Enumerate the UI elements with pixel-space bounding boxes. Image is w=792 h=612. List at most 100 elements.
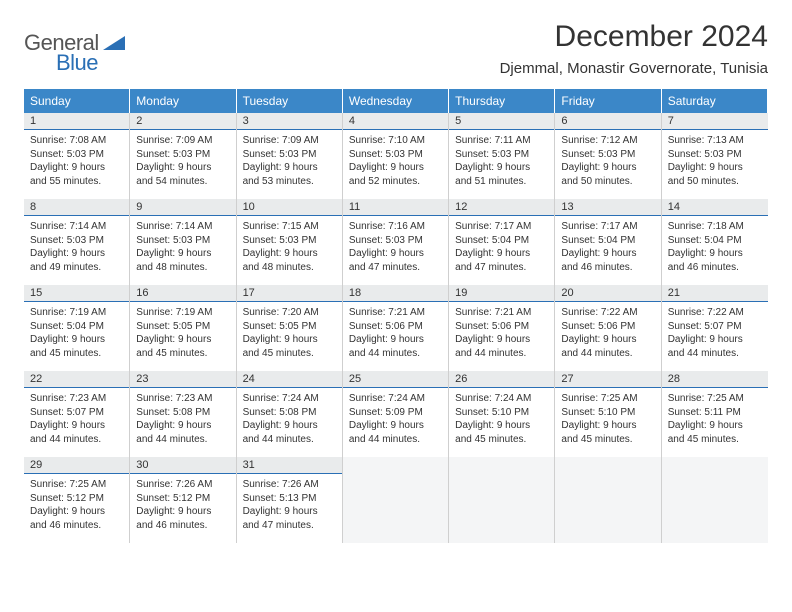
day-details: Sunrise: 7:23 AMSunset: 5:07 PMDaylight:… xyxy=(24,388,129,454)
daylight-line: Daylight: 9 hours and 54 minutes. xyxy=(136,161,229,188)
day-details: Sunrise: 7:17 AMSunset: 5:04 PMDaylight:… xyxy=(555,216,660,282)
day-details: Sunrise: 7:09 AMSunset: 5:03 PMDaylight:… xyxy=(237,130,342,196)
sunset-line: Sunset: 5:05 PM xyxy=(136,320,229,334)
daylight-line: Daylight: 9 hours and 45 minutes. xyxy=(668,419,762,446)
day-number: 8 xyxy=(24,199,129,216)
day-header-thursday: Thursday xyxy=(449,89,555,113)
day-details: Sunrise: 7:08 AMSunset: 5:03 PMDaylight:… xyxy=(24,130,129,196)
sunrise-line: Sunrise: 7:15 AM xyxy=(243,220,336,234)
daylight-line: Daylight: 9 hours and 44 minutes. xyxy=(30,419,123,446)
calendar-cell: 13Sunrise: 7:17 AMSunset: 5:04 PMDayligh… xyxy=(555,199,661,285)
sunset-line: Sunset: 5:08 PM xyxy=(243,406,336,420)
day-details: Sunrise: 7:17 AMSunset: 5:04 PMDaylight:… xyxy=(449,216,554,282)
sunset-line: Sunset: 5:03 PM xyxy=(349,148,442,162)
daylight-line: Daylight: 9 hours and 45 minutes. xyxy=(243,333,336,360)
calendar-cell: 26Sunrise: 7:24 AMSunset: 5:10 PMDayligh… xyxy=(449,371,555,457)
day-details: Sunrise: 7:24 AMSunset: 5:08 PMDaylight:… xyxy=(237,388,342,454)
sunset-line: Sunset: 5:07 PM xyxy=(30,406,123,420)
day-number: 18 xyxy=(343,285,448,302)
day-number: 12 xyxy=(449,199,554,216)
sunset-line: Sunset: 5:10 PM xyxy=(561,406,654,420)
daylight-line: Daylight: 9 hours and 51 minutes. xyxy=(455,161,548,188)
calendar-cell: 17Sunrise: 7:20 AMSunset: 5:05 PMDayligh… xyxy=(237,285,343,371)
calendar-cell: 18Sunrise: 7:21 AMSunset: 5:06 PMDayligh… xyxy=(343,285,449,371)
sunrise-line: Sunrise: 7:19 AM xyxy=(136,306,229,320)
day-number: 2 xyxy=(130,113,235,130)
sunrise-line: Sunrise: 7:21 AM xyxy=(349,306,442,320)
day-details: Sunrise: 7:12 AMSunset: 5:03 PMDaylight:… xyxy=(555,130,660,196)
calendar-cell: 27Sunrise: 7:25 AMSunset: 5:10 PMDayligh… xyxy=(555,371,661,457)
calendar-cell: 25Sunrise: 7:24 AMSunset: 5:09 PMDayligh… xyxy=(343,371,449,457)
calendar-cell: 20Sunrise: 7:22 AMSunset: 5:06 PMDayligh… xyxy=(555,285,661,371)
daylight-line: Daylight: 9 hours and 44 minutes. xyxy=(561,333,654,360)
sunset-line: Sunset: 5:03 PM xyxy=(455,148,548,162)
sunset-line: Sunset: 5:12 PM xyxy=(30,492,123,506)
month-title: December 2024 xyxy=(500,20,768,54)
calendar-cell: 10Sunrise: 7:15 AMSunset: 5:03 PMDayligh… xyxy=(237,199,343,285)
calendar-cell: 14Sunrise: 7:18 AMSunset: 5:04 PMDayligh… xyxy=(662,199,768,285)
day-number: 19 xyxy=(449,285,554,302)
calendar-cell: 4Sunrise: 7:10 AMSunset: 5:03 PMDaylight… xyxy=(343,113,449,199)
logo: General Blue xyxy=(24,20,125,56)
sunrise-line: Sunrise: 7:23 AM xyxy=(30,392,123,406)
sunrise-line: Sunrise: 7:25 AM xyxy=(668,392,762,406)
day-header-saturday: Saturday xyxy=(662,89,768,113)
daylight-line: Daylight: 9 hours and 45 minutes. xyxy=(30,333,123,360)
day-number: 20 xyxy=(555,285,660,302)
calendar-cell: 30Sunrise: 7:26 AMSunset: 5:12 PMDayligh… xyxy=(130,457,236,543)
daylight-line: Daylight: 9 hours and 44 minutes. xyxy=(243,419,336,446)
calendar-cell: 29Sunrise: 7:25 AMSunset: 5:12 PMDayligh… xyxy=(24,457,130,543)
day-number: 15 xyxy=(24,285,129,302)
empty-cell xyxy=(662,457,768,543)
calendar-cell: 31Sunrise: 7:26 AMSunset: 5:13 PMDayligh… xyxy=(237,457,343,543)
day-header-monday: Monday xyxy=(130,89,236,113)
empty-cell xyxy=(555,457,661,543)
daylight-line: Daylight: 9 hours and 47 minutes. xyxy=(455,247,548,274)
sunrise-line: Sunrise: 7:22 AM xyxy=(668,306,762,320)
day-details: Sunrise: 7:24 AMSunset: 5:10 PMDaylight:… xyxy=(449,388,554,454)
day-details: Sunrise: 7:14 AMSunset: 5:03 PMDaylight:… xyxy=(130,216,235,282)
sunset-line: Sunset: 5:06 PM xyxy=(455,320,548,334)
day-number: 22 xyxy=(24,371,129,388)
daylight-line: Daylight: 9 hours and 48 minutes. xyxy=(136,247,229,274)
day-details: Sunrise: 7:09 AMSunset: 5:03 PMDaylight:… xyxy=(130,130,235,196)
calendar-cell: 2Sunrise: 7:09 AMSunset: 5:03 PMDaylight… xyxy=(130,113,236,199)
sunset-line: Sunset: 5:03 PM xyxy=(561,148,654,162)
sunrise-line: Sunrise: 7:26 AM xyxy=(243,478,336,492)
day-number: 21 xyxy=(662,285,768,302)
daylight-line: Daylight: 9 hours and 52 minutes. xyxy=(349,161,442,188)
sunset-line: Sunset: 5:10 PM xyxy=(455,406,548,420)
day-details: Sunrise: 7:21 AMSunset: 5:06 PMDaylight:… xyxy=(449,302,554,368)
sunset-line: Sunset: 5:05 PM xyxy=(243,320,336,334)
daylight-line: Daylight: 9 hours and 44 minutes. xyxy=(455,333,548,360)
calendar-cell: 1Sunrise: 7:08 AMSunset: 5:03 PMDaylight… xyxy=(24,113,130,199)
day-details: Sunrise: 7:13 AMSunset: 5:03 PMDaylight:… xyxy=(662,130,768,196)
day-details: Sunrise: 7:22 AMSunset: 5:07 PMDaylight:… xyxy=(662,302,768,368)
daylight-line: Daylight: 9 hours and 45 minutes. xyxy=(561,419,654,446)
day-number: 11 xyxy=(343,199,448,216)
sunset-line: Sunset: 5:06 PM xyxy=(561,320,654,334)
empty-cell xyxy=(343,457,449,543)
day-header-sunday: Sunday xyxy=(24,89,130,113)
sunset-line: Sunset: 5:04 PM xyxy=(561,234,654,248)
calendar-cell: 19Sunrise: 7:21 AMSunset: 5:06 PMDayligh… xyxy=(449,285,555,371)
calendar-cell: 24Sunrise: 7:24 AMSunset: 5:08 PMDayligh… xyxy=(237,371,343,457)
sunrise-line: Sunrise: 7:11 AM xyxy=(455,134,548,148)
sunrise-line: Sunrise: 7:24 AM xyxy=(349,392,442,406)
day-number: 13 xyxy=(555,199,660,216)
day-details: Sunrise: 7:11 AMSunset: 5:03 PMDaylight:… xyxy=(449,130,554,196)
calendar-cell: 23Sunrise: 7:23 AMSunset: 5:08 PMDayligh… xyxy=(130,371,236,457)
sunrise-line: Sunrise: 7:14 AM xyxy=(136,220,229,234)
calendar-cell: 12Sunrise: 7:17 AMSunset: 5:04 PMDayligh… xyxy=(449,199,555,285)
sunset-line: Sunset: 5:03 PM xyxy=(136,148,229,162)
empty-cell xyxy=(449,457,555,543)
header: General Blue December 2024 Djemmal, Mona… xyxy=(24,20,768,77)
day-number: 3 xyxy=(237,113,342,130)
sunrise-line: Sunrise: 7:25 AM xyxy=(30,478,123,492)
day-number: 5 xyxy=(449,113,554,130)
daylight-line: Daylight: 9 hours and 44 minutes. xyxy=(349,333,442,360)
daylight-line: Daylight: 9 hours and 47 minutes. xyxy=(243,505,336,532)
daylight-line: Daylight: 9 hours and 47 minutes. xyxy=(349,247,442,274)
day-details: Sunrise: 7:15 AMSunset: 5:03 PMDaylight:… xyxy=(237,216,342,282)
sunrise-line: Sunrise: 7:14 AM xyxy=(30,220,123,234)
